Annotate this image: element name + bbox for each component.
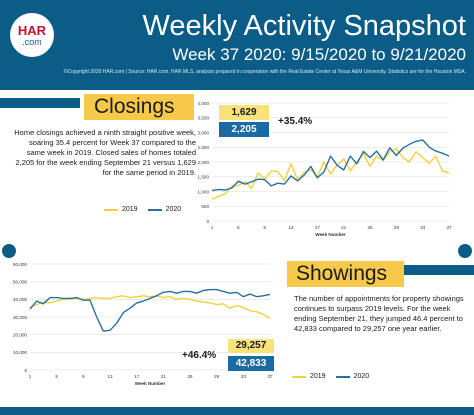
logo-text-com: .com: [22, 36, 42, 47]
closings-title-box: [84, 94, 194, 120]
showings-2020-value: 42,833: [228, 356, 274, 371]
x-tick-label: 5: [237, 225, 240, 230]
closings-title: Closings: [94, 95, 175, 118]
showings-title-box: [287, 261, 404, 287]
x-tick-label: 21: [341, 225, 347, 230]
x-tick-label: 13: [288, 225, 294, 230]
x-tick-label: 33: [420, 225, 426, 230]
y-tick-label: 3,500: [198, 116, 210, 121]
source-credit: ©Copyright 2020 HAR.com | Source: HAR.co…: [63, 69, 466, 75]
x-tick-label: 29: [394, 225, 400, 230]
section-divider-dot-left: [2, 244, 16, 258]
showings-2019-value: 29,257: [228, 339, 274, 353]
closings-accent-bar: [0, 98, 80, 108]
x-tick-label: 17: [315, 225, 321, 230]
section-divider-dot-right: [458, 244, 472, 258]
showings-title: Showings: [296, 262, 388, 285]
har-logo[interactable]: HAR .com: [10, 13, 54, 57]
y-tick-label: 500: [201, 204, 209, 209]
y-tick-label: 0: [24, 368, 27, 373]
series-line-2020: [29, 288, 271, 332]
y-tick-label: 2,500: [198, 145, 210, 150]
footer-bar: [0, 407, 474, 415]
x-tick-label: 17: [134, 374, 140, 379]
logo-text-har: HAR: [17, 22, 47, 38]
y-tick-label: 40,000: [13, 297, 27, 302]
showings-legend: 2019 2020: [292, 373, 369, 380]
x-tick-label: 25: [367, 225, 373, 230]
x-tick-label: 33: [241, 374, 247, 379]
showings-description: The number of appointments for property …: [294, 294, 464, 333]
x-axis-label: Week Number: [135, 381, 166, 386]
x-tick-label: 9: [263, 225, 266, 230]
y-tick-label: 2,000: [198, 160, 210, 165]
legend-swatch-2019: [104, 208, 118, 211]
x-tick-label: 29: [214, 374, 220, 379]
y-tick-label: 30,000: [13, 315, 27, 320]
series-line-2020: [211, 139, 450, 192]
legend-swatch-2020: [147, 208, 162, 211]
y-tick-label: 3,000: [198, 130, 210, 135]
legend-swatch-2019: [292, 375, 306, 378]
x-tick-label: 37: [446, 225, 452, 230]
showings-accent-bar: [404, 265, 474, 275]
closings-2020-value: 2,205: [219, 122, 269, 137]
x-tick-label: 1: [29, 374, 32, 379]
y-tick-label: 60,000: [13, 262, 27, 267]
x-tick-label: 9: [82, 374, 85, 379]
x-tick-label: 21: [161, 374, 167, 379]
x-tick-label: 1: [211, 225, 214, 230]
legend-swatch-2020: [335, 375, 350, 378]
legend-label-2019: 2019: [310, 373, 326, 380]
legend-label-2020: 2020: [353, 373, 370, 380]
y-tick-label: 50,000: [13, 279, 27, 284]
x-tick-label: 37: [267, 374, 273, 379]
y-tick-label: 1,000: [198, 189, 210, 194]
series-line-2019: [29, 295, 271, 319]
x-tick-label: 13: [107, 374, 113, 379]
x-tick-label: 25: [187, 374, 193, 379]
x-axis-label: Week Number: [315, 232, 346, 237]
y-tick-label: 1,500: [198, 175, 210, 180]
showings-pct-change: +46.4%: [182, 350, 217, 361]
y-tick-label: 10,000: [13, 350, 27, 355]
header-banner: HAR .com Weekly Activity Snapshot Week 3…: [0, 0, 474, 90]
y-tick-label: 20,000: [13, 332, 27, 337]
legend-label-2019: 2019: [122, 206, 138, 213]
closings-legend: 2019 2020: [104, 206, 181, 213]
closings-2019-value: 1,629: [219, 105, 269, 120]
legend-label-2020: 2020: [165, 206, 182, 213]
y-tick-label: 0: [206, 219, 209, 224]
closings-pct-change: +35.4%: [278, 116, 313, 127]
closings-description: Home closings achieved a ninth straight …: [14, 128, 196, 177]
page-title: Weekly Activity Snapshot: [142, 10, 466, 42]
y-tick-label: 4,000: [198, 101, 210, 106]
page-subtitle: Week 37 2020: 9/15/2020 to 9/21/2020: [172, 45, 466, 64]
x-tick-label: 5: [55, 374, 58, 379]
series-line-2019: [211, 148, 450, 200]
